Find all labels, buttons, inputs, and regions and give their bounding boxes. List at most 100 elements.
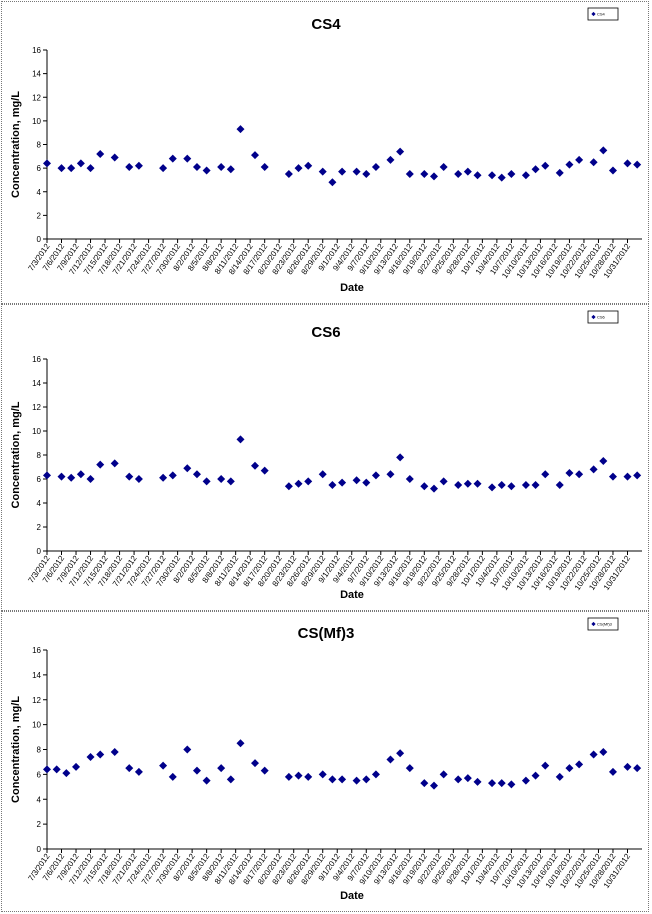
data-point bbox=[575, 155, 584, 164]
data-point bbox=[396, 749, 405, 758]
data-point bbox=[43, 159, 51, 168]
data-point bbox=[304, 477, 313, 486]
data-point bbox=[318, 770, 327, 779]
data-point bbox=[362, 170, 371, 179]
data-point bbox=[251, 759, 260, 768]
data-point bbox=[202, 477, 211, 486]
chart-panel-cs6: CS6 0 2 4 6 8 10 12 14 16 7/3/2012 7/6/2012 7/9/2012… bbox=[1, 304, 649, 611]
data-point bbox=[599, 747, 608, 756]
data-point bbox=[497, 173, 506, 182]
data-point bbox=[304, 161, 313, 170]
data-point bbox=[159, 164, 168, 173]
data-point bbox=[183, 154, 192, 163]
data-point bbox=[589, 158, 598, 167]
data-point bbox=[217, 475, 226, 483]
y-tick-label: 8 bbox=[37, 141, 42, 150]
data-point bbox=[405, 475, 414, 483]
y-tick-label: 4 bbox=[37, 499, 42, 508]
data-point bbox=[328, 775, 337, 784]
data-point bbox=[507, 170, 516, 179]
data-point bbox=[96, 750, 105, 759]
data-point bbox=[497, 481, 506, 489]
y-tick-label: 10 bbox=[32, 721, 41, 730]
data-point bbox=[497, 779, 506, 788]
data-point bbox=[168, 772, 177, 781]
data-point bbox=[217, 764, 226, 773]
data-point bbox=[284, 482, 293, 491]
data-point bbox=[541, 761, 550, 770]
data-point bbox=[134, 767, 143, 776]
data-point bbox=[463, 167, 472, 176]
y-tick-label: 2 bbox=[37, 820, 42, 829]
data-point bbox=[159, 761, 168, 770]
data-point bbox=[352, 167, 361, 176]
y-tick-label: 2 bbox=[37, 523, 42, 532]
data-point bbox=[338, 167, 347, 176]
data-point bbox=[226, 165, 235, 174]
data-point bbox=[541, 161, 550, 170]
data-point bbox=[192, 470, 201, 479]
data-point bbox=[589, 465, 598, 474]
data-point bbox=[192, 766, 201, 775]
data-point bbox=[67, 473, 76, 482]
chart-panel-csmf3: CS(Mf)3 0 2 4 6 8 10 12 14 16 7/3/2012 7/6/2012 7/9/… bbox=[1, 611, 649, 912]
data-point bbox=[633, 160, 642, 169]
y-tick-label: 0 bbox=[37, 235, 42, 244]
data-point bbox=[541, 470, 550, 479]
data-point bbox=[371, 162, 380, 171]
data-point bbox=[371, 471, 380, 480]
data-point bbox=[284, 170, 293, 179]
data-point bbox=[420, 779, 429, 788]
y-tick-label: 10 bbox=[32, 427, 41, 436]
data-point bbox=[226, 775, 235, 784]
data-point bbox=[260, 162, 269, 171]
data-point bbox=[294, 771, 303, 780]
data-point bbox=[43, 765, 51, 774]
chart-title: CS(Mf)3 bbox=[298, 625, 355, 642]
data-point bbox=[565, 469, 574, 477]
data-point bbox=[294, 479, 303, 488]
data-point bbox=[62, 769, 71, 778]
data-point bbox=[159, 473, 168, 482]
data-point bbox=[439, 770, 448, 779]
x-axis-label: Date bbox=[340, 589, 364, 601]
data-point bbox=[76, 470, 85, 479]
data-point bbox=[362, 775, 371, 784]
legend-label: CS6 bbox=[597, 315, 606, 320]
y-axis-label: Concentration, mg/L bbox=[10, 91, 22, 198]
y-tick-label: 4 bbox=[37, 188, 42, 197]
data-point bbox=[507, 482, 516, 491]
data-point bbox=[439, 162, 448, 171]
data-point bbox=[338, 478, 347, 487]
data-point bbox=[589, 750, 598, 759]
y-axis-label: Concentration, mg/L bbox=[10, 696, 22, 803]
data-point bbox=[96, 460, 105, 469]
data-point bbox=[565, 160, 574, 169]
y-tick-label: 14 bbox=[32, 70, 41, 79]
data-point bbox=[371, 770, 380, 779]
chart-title: CS4 bbox=[311, 16, 341, 33]
data-point bbox=[86, 164, 95, 173]
data-point bbox=[488, 779, 497, 788]
data-point bbox=[623, 159, 632, 168]
data-point bbox=[420, 482, 429, 491]
data-point bbox=[405, 170, 414, 179]
y-tick-label: 14 bbox=[32, 671, 41, 680]
data-point bbox=[473, 171, 482, 180]
y-tick-label: 16 bbox=[32, 355, 41, 364]
y-tick-label: 14 bbox=[32, 379, 41, 388]
data-point bbox=[202, 166, 211, 175]
y-tick-label: 8 bbox=[37, 746, 42, 755]
data-point bbox=[86, 752, 95, 761]
y-tick-label: 6 bbox=[37, 164, 42, 173]
data-point bbox=[521, 776, 530, 785]
data-point bbox=[183, 464, 192, 473]
data-point bbox=[251, 151, 260, 160]
y-tick-label: 0 bbox=[37, 845, 42, 854]
data-point bbox=[473, 479, 482, 488]
data-point bbox=[633, 471, 642, 480]
data-point bbox=[134, 161, 143, 170]
data-point bbox=[236, 125, 245, 134]
data-point bbox=[352, 776, 361, 785]
data-point bbox=[362, 478, 371, 487]
